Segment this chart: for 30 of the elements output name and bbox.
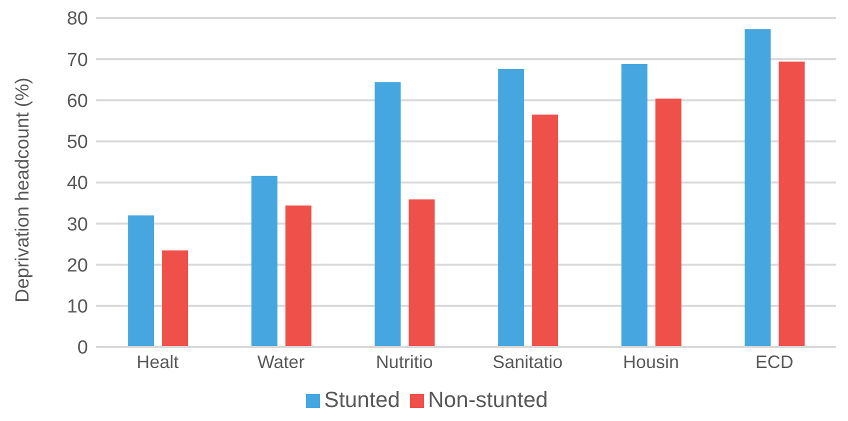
legend-label: Stunted xyxy=(324,387,400,412)
y-axis-title: Deprivation headcount (%) xyxy=(12,78,34,302)
bar xyxy=(744,29,771,347)
y-tick-label: 0 xyxy=(77,338,88,359)
y-tick-label: 70 xyxy=(66,50,88,71)
x-tick-label: ECD xyxy=(755,352,794,372)
bar xyxy=(128,215,154,347)
bar xyxy=(621,64,648,347)
bar xyxy=(285,206,312,347)
bar xyxy=(408,199,435,347)
y-tick-label: 40 xyxy=(66,173,88,194)
y-tick-label: 50 xyxy=(66,132,88,154)
x-tick-label: Nutritio xyxy=(376,352,433,372)
x-tick-label: Sanitatio xyxy=(492,352,563,372)
bar xyxy=(532,114,558,347)
y-tick-label: 20 xyxy=(66,255,88,276)
x-tick-label: Water xyxy=(257,352,305,372)
x-tick-label: Housin xyxy=(622,352,680,372)
bar xyxy=(498,68,524,347)
legend-label: Non-stunted xyxy=(428,387,548,412)
bar xyxy=(251,176,278,347)
y-tick-label: 60 xyxy=(66,90,88,112)
bar xyxy=(778,62,805,347)
x-tick-label: Healt xyxy=(136,352,179,372)
bar xyxy=(162,250,188,347)
y-tick-label: 80 xyxy=(66,8,88,30)
y-tick-label: 10 xyxy=(66,296,88,318)
bar xyxy=(655,98,682,347)
y-tick-label: 30 xyxy=(66,214,88,236)
bar xyxy=(374,82,401,347)
